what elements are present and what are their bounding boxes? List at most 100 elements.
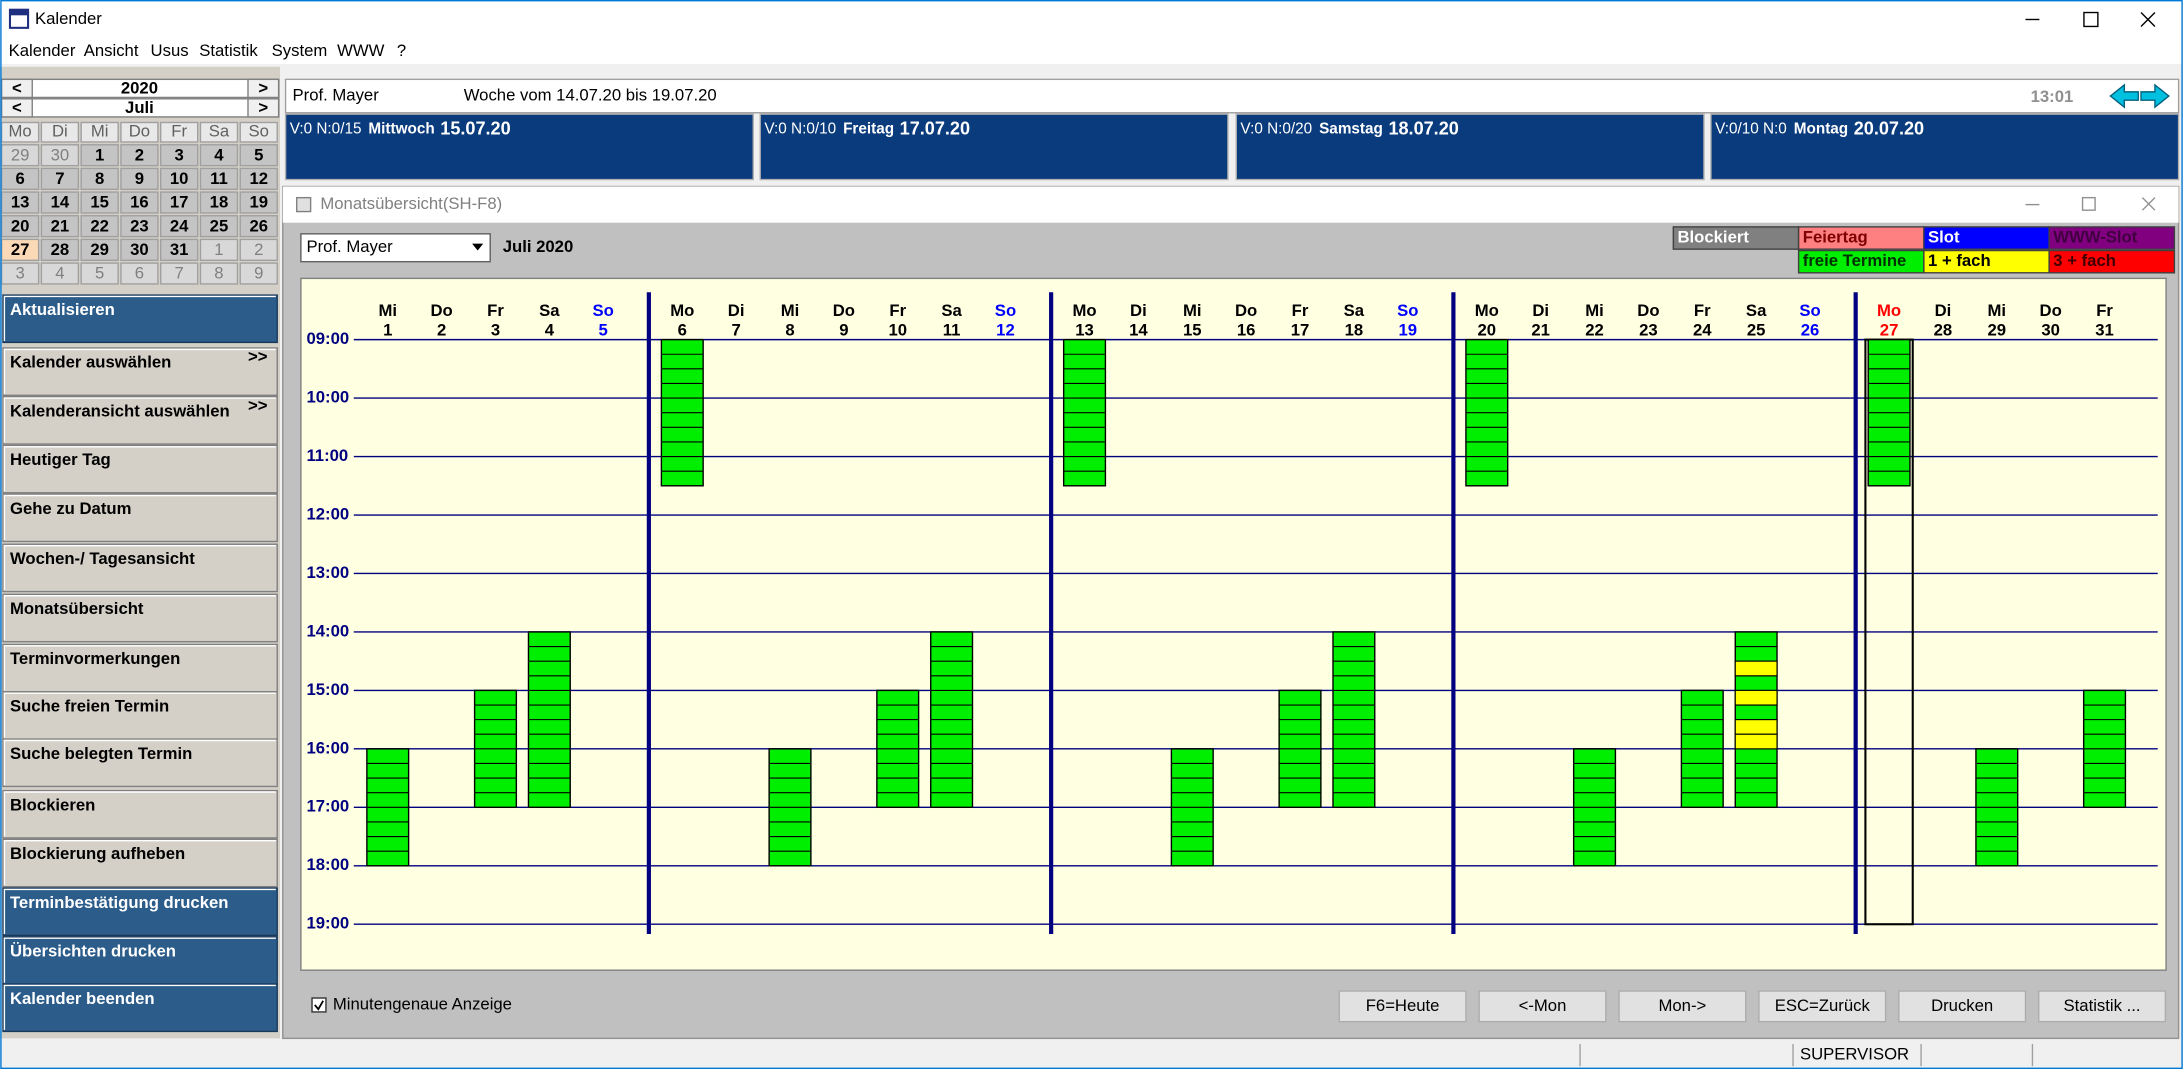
sidebar-more[interactable]: >>: [248, 347, 268, 366]
action-button-label[interactable]: Drucken: [1931, 996, 1993, 1015]
sidebar-button[interactable]: [2, 593, 278, 643]
day-number[interactable]: 2: [135, 145, 144, 164]
day-cell[interactable]: [80, 167, 119, 190]
dropdown-value[interactable]: Prof. Mayer: [306, 237, 393, 256]
next-label[interactable]: >: [258, 78, 268, 97]
day-cell[interactable]: [80, 262, 119, 285]
day-panel[interactable]: [1710, 113, 2180, 181]
day-cell[interactable]: [80, 191, 119, 214]
sidebar-more[interactable]: >>: [248, 396, 268, 415]
multi-slot[interactable]: [1734, 689, 1778, 706]
day-cell[interactable]: [199, 238, 239, 261]
day-panel[interactable]: [759, 113, 1229, 181]
day-cell[interactable]: [120, 191, 159, 214]
close-icon[interactable]: [2140, 12, 2156, 27]
menu-item[interactable]: System: [272, 41, 328, 60]
action-button-label[interactable]: ESC=Zurück: [1775, 996, 1871, 1015]
day-number[interactable]: 28: [51, 240, 70, 259]
day-number[interactable]: 23: [130, 216, 149, 235]
action-button[interactable]: [1338, 990, 1467, 1023]
menu-item[interactable]: Ansicht: [84, 41, 139, 60]
day-number[interactable]: 6: [15, 169, 24, 188]
action-button-label[interactable]: Mon->: [1658, 996, 1706, 1015]
day-cell[interactable]: [160, 215, 199, 238]
menu-item[interactable]: Kalender: [9, 41, 76, 60]
day-number[interactable]: 31: [170, 240, 189, 259]
day-cell[interactable]: [80, 238, 119, 261]
sidebar-button[interactable]: [2, 543, 278, 593]
day-cell[interactable]: [160, 144, 199, 167]
day-cell[interactable]: [120, 238, 159, 261]
sidebar-button-label[interactable]: Terminbestätigung drucken: [10, 893, 229, 912]
sidebar-button-label[interactable]: Kalender auswählen: [10, 353, 171, 372]
day-number[interactable]: 5: [95, 264, 104, 283]
day-number[interactable]: 26: [249, 216, 268, 235]
day-number[interactable]: 7: [55, 169, 64, 188]
action-button[interactable]: [1478, 990, 1607, 1023]
day-cell[interactable]: [120, 144, 159, 167]
day-cell[interactable]: [239, 191, 278, 214]
day-number[interactable]: 1: [95, 145, 104, 164]
sidebar-button-label[interactable]: Kalenderansicht auswählen: [10, 401, 230, 420]
prev-label[interactable]: <: [12, 78, 22, 97]
day-number[interactable]: 3: [175, 145, 184, 164]
sidebar-button-label[interactable]: Gehe zu Datum: [10, 499, 131, 518]
sidebar-button[interactable]: [2, 347, 278, 397]
day-cell[interactable]: [40, 215, 80, 238]
mw-close[interactable]: [2141, 197, 2156, 211]
sidebar-button-label[interactable]: Monatsübersicht: [10, 599, 144, 618]
action-button-label[interactable]: Statistik ...: [2064, 996, 2141, 1015]
sidebar-button[interactable]: [2, 691, 278, 740]
sidebar-button-label[interactable]: Wochen-/ Tagesansicht: [10, 549, 195, 568]
day-number[interactable]: 1: [214, 240, 223, 259]
action-button-label[interactable]: <-Mon: [1519, 996, 1567, 1015]
day-cell[interactable]: [40, 262, 80, 285]
day-cell[interactable]: [199, 144, 239, 167]
menu-item[interactable]: Statistik: [199, 41, 258, 60]
day-number[interactable]: 4: [55, 264, 64, 283]
dropdown-arrow[interactable]: [472, 243, 484, 251]
day-number[interactable]: 21: [51, 216, 70, 235]
day-number[interactable]: 6: [135, 264, 144, 283]
day-number[interactable]: 7: [175, 264, 184, 283]
day-number[interactable]: 29: [90, 240, 109, 259]
day-cell[interactable]: [40, 191, 80, 214]
day-cell[interactable]: [160, 167, 199, 190]
checkbox-label[interactable]: Minutengenaue Anzeige: [333, 994, 512, 1013]
sidebar-button-label[interactable]: Übersichten drucken: [10, 941, 176, 960]
day-number[interactable]: 25: [210, 216, 229, 235]
day-cell[interactable]: [239, 167, 278, 190]
day-cell[interactable]: [160, 191, 199, 214]
sidebar-button-label[interactable]: Suche belegten Termin: [10, 744, 192, 763]
sidebar-button[interactable]: [2, 983, 278, 1033]
menu-item[interactable]: WWW: [337, 41, 385, 60]
day-number[interactable]: 4: [214, 145, 224, 164]
day-number[interactable]: 13: [11, 193, 30, 212]
next-button[interactable]: [247, 98, 280, 118]
day-number[interactable]: 22: [90, 216, 109, 235]
day-cell[interactable]: [199, 191, 239, 214]
sidebar-button[interactable]: [2, 444, 278, 494]
sidebar-button[interactable]: [2, 887, 278, 937]
multi-slot[interactable]: [1734, 733, 1778, 750]
day-cell[interactable]: [199, 215, 239, 238]
multi-slot[interactable]: [1734, 660, 1778, 677]
sidebar-button-label[interactable]: Heutiger Tag: [10, 450, 111, 469]
doctor-dropdown[interactable]: [300, 233, 491, 263]
day-cell[interactable]: [239, 238, 278, 261]
day-cell[interactable]: [160, 262, 199, 285]
day-number[interactable]: 14: [51, 193, 70, 212]
day-number[interactable]: 11: [210, 169, 228, 188]
sidebar-button-label[interactable]: Blockieren: [10, 795, 95, 814]
sidebar-button[interactable]: [2, 838, 278, 888]
day-panel[interactable]: [1235, 113, 1705, 181]
nav-arrow-right[interactable]: [2140, 83, 2170, 109]
day-cell[interactable]: [120, 262, 159, 285]
day-cell[interactable]: [40, 144, 80, 167]
sidebar-button-label[interactable]: Terminvormerkungen: [10, 649, 180, 668]
maximize-icon[interactable]: [2083, 11, 2099, 28]
sidebar-button[interactable]: [2, 789, 278, 839]
day-cell[interactable]: [160, 238, 199, 261]
action-button[interactable]: [1898, 990, 2027, 1023]
day-number[interactable]: 27: [11, 240, 30, 259]
